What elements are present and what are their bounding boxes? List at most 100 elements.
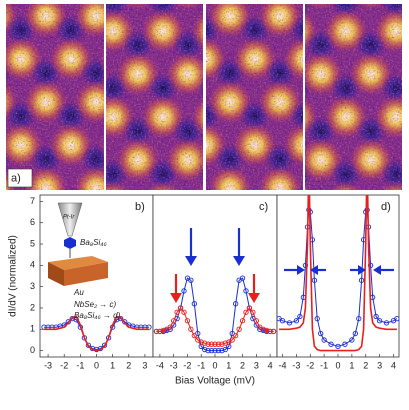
x-tick-label: 3 [377,360,382,370]
arrowhead [233,256,245,266]
y-tick-label: 5 [30,238,35,248]
point [160,327,166,334]
point [215,341,222,347]
map-content [6,0,211,190]
substrate-top [48,256,108,270]
dark-spot [265,0,295,2]
point [267,328,273,335]
x-tick-label: -1 [76,360,84,370]
annotation: Au [73,288,84,297]
point [239,318,246,324]
x-tick-label: 0 [212,360,217,370]
annotation: Ba₈Si₄₆ [80,238,107,247]
panel-label: b) [135,201,145,213]
dark-spot [365,0,395,2]
point [233,301,239,307]
point [205,347,211,354]
noise [206,4,303,190]
x-tick-label: -4 [279,360,287,370]
x-axis-label: Bias Voltage (mV) [175,376,255,387]
arrows [170,228,394,303]
point [157,328,163,335]
series-line [44,315,149,352]
point [358,277,365,283]
point [229,337,235,343]
stm-map [305,4,409,268]
plot: -4 -3 -2 -1 0 1 2 3 4 c) Bias Voltage (mV) [152,194,278,387]
x-tick-label: -2 [306,360,314,370]
y-tick-label: 0 [30,345,35,355]
point [349,337,355,343]
x-tick-label: 3 [254,360,259,370]
point [239,275,246,281]
annotation: Pt-Ir [63,215,75,221]
point [279,318,286,324]
x-tick-label: 4 [268,360,273,370]
dark-spot [181,0,211,2]
x-tick-label: 0 [335,360,340,370]
point [356,315,362,322]
point [246,305,253,311]
point [171,318,177,324]
molecule [64,237,76,249]
y-axis-label: dI/dV (normalized) [8,235,19,317]
y-tick-label: 3 [30,281,35,291]
point [215,347,222,354]
plot-area [277,195,399,352]
point [208,341,215,347]
point [212,347,218,354]
point [321,337,327,343]
arrowhead [248,293,260,303]
label-box [7,168,33,188]
x-tick-label: -1 [197,360,205,370]
point [202,346,208,353]
x-tick-label: 3 [142,360,147,370]
point [311,277,318,283]
point [153,328,160,335]
y-tick-label: 7 [30,196,35,206]
point [167,324,173,330]
point [328,341,334,347]
dark-spot [81,0,111,2]
point [233,333,239,339]
dark-spot [215,0,245,2]
point [198,339,204,345]
point [174,309,180,315]
point [297,313,303,320]
x-tick-label: -3 [292,360,300,370]
point [184,318,191,324]
point [219,341,225,347]
arrowhead [170,293,182,303]
plot-area [41,315,152,353]
point [352,330,358,337]
arrowhead [185,256,197,266]
point [188,326,194,332]
x-tick-label: -2 [60,360,68,370]
x-tick-label: 1 [226,360,231,370]
plot-frame [152,194,278,358]
x-tick-label: 4 [391,360,396,370]
point [205,341,211,347]
x-tick-label: -3 [44,360,52,370]
arrowhead [310,265,318,275]
map-content [206,0,395,190]
point [188,277,194,283]
point [253,318,259,324]
panel-label: c) [259,201,268,213]
point [177,305,184,311]
tip [57,202,83,237]
noise [6,4,104,190]
point [373,313,379,320]
point [208,347,215,354]
dark-spot [131,0,161,2]
x-tick-label: -3 [170,360,178,370]
inset [48,202,108,286]
x-tick-label: -4 [156,360,164,370]
bright-spot [399,224,409,268]
series-line [156,307,274,345]
dark-spot [315,0,345,2]
x-tick-label: 1 [110,360,115,370]
